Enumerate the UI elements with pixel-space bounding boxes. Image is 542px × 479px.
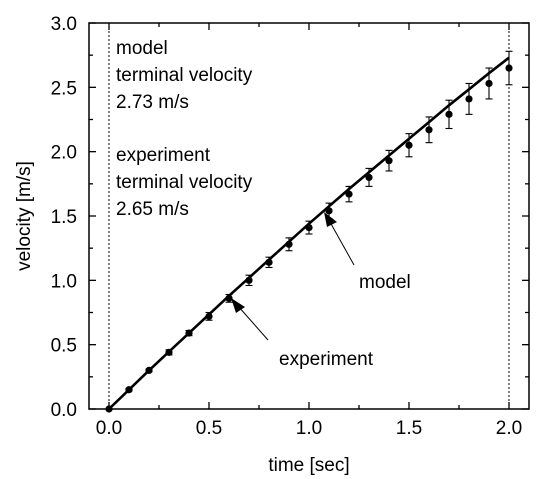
y-tick-label: 1.5: [51, 207, 77, 228]
experiment-point: [465, 95, 473, 103]
experiment-point: [505, 64, 513, 72]
experiment-points: [105, 64, 513, 413]
y-tick-label: 0.5: [51, 336, 77, 357]
experiment-point: [185, 329, 193, 337]
experiment-point: [365, 173, 373, 181]
experiment-point: [405, 141, 413, 149]
x-tick-label: 1.5: [396, 418, 422, 439]
experiment-point: [165, 348, 173, 356]
x-tick-label: 1.0: [296, 418, 322, 439]
experiment-point: [385, 157, 393, 165]
model-arrow-label: model: [359, 272, 411, 293]
model-annotation-line-2: terminal velocity: [116, 65, 253, 86]
experiment-point: [205, 312, 213, 320]
x-tick-label: 0.0: [96, 418, 122, 439]
experiment-point: [425, 126, 433, 134]
model-annotation-line-3: 2.73 m/s: [116, 92, 189, 113]
model-arrow: [324, 212, 355, 266]
experiment-point: [125, 386, 133, 394]
experiment-point: [285, 240, 293, 248]
experiment-point: [245, 276, 253, 284]
axis-tick-labels: 0.0 0.5 1.0 1.5 2.0 0.0 0.5 1.0 1.5 2.0 2.5 3.0: [51, 14, 523, 439]
experiment-point: [305, 223, 313, 232]
experiment-point: [485, 79, 493, 88]
experiment-point: [325, 207, 333, 215]
y-tick-label: 2.5: [51, 78, 77, 99]
x-tick-label: 0.5: [196, 418, 222, 439]
plot-frame: [88, 22, 530, 410]
y-axis-title: velocity [m/s]: [14, 161, 35, 271]
experiment-point: [345, 190, 353, 198]
y-tick-label: 3.0: [51, 14, 77, 35]
experiment-annotation-line-2: terminal velocity: [116, 172, 253, 193]
experiment-arrow: [231, 298, 269, 341]
reference-lines: [108, 23, 510, 409]
y-tick-label: 2.0: [51, 143, 77, 164]
x-tick-label: 2.0: [496, 418, 522, 439]
experiment-point: [145, 366, 153, 374]
experiment-annotation-line-3: 2.65 m/s: [116, 199, 189, 220]
y-tick-label: 1.0: [51, 271, 77, 292]
x-axis-title: time [sec]: [268, 455, 349, 476]
experiment-arrow-label: experiment: [279, 349, 374, 370]
y-tick-label: 0.0: [51, 400, 77, 421]
experiment-point: [265, 258, 273, 266]
model-annotation-line-1: model: [116, 38, 168, 59]
experiment-annotation-line-1: experiment: [116, 145, 211, 166]
experiment-point: [445, 110, 453, 118]
experiment-point: [225, 294, 233, 302]
